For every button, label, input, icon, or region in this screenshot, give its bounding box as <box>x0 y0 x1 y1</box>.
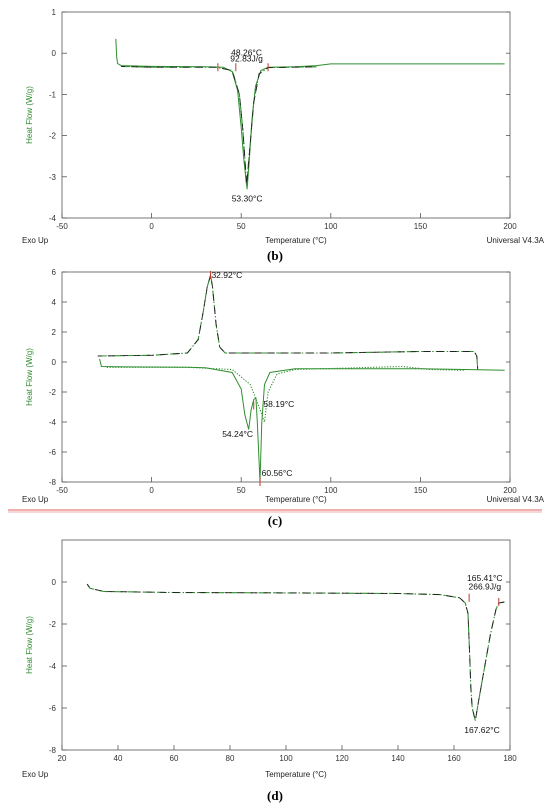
y-tick-label: 2 <box>52 328 57 337</box>
y-tick-label: 4 <box>52 298 57 307</box>
y-tick-label: 0 <box>52 578 57 587</box>
y-tick-label: -2 <box>49 388 57 397</box>
x-tick-label: 200 <box>503 222 517 231</box>
y-tick-label: -4 <box>49 418 57 427</box>
series-line <box>115 38 505 190</box>
series-line <box>121 65 317 186</box>
footer-left: Exo Up <box>22 495 49 504</box>
x-tick-label: 60 <box>170 754 179 763</box>
x-axis-label: Temperature (°C) <box>265 770 327 779</box>
series-line <box>106 365 466 423</box>
x-tick-label: 50 <box>237 486 246 495</box>
y-tick-label: -1 <box>49 90 57 99</box>
peak-annotation: 266.9J/g <box>468 581 501 591</box>
x-tick-label: 150 <box>414 222 428 231</box>
peak-annotation: 54.24°C <box>222 429 253 439</box>
footer-left: Exo Up <box>22 770 49 779</box>
y-tick-label: 0 <box>52 49 57 58</box>
x-tick-label: 100 <box>324 486 338 495</box>
peak-annotation: 32.92°C <box>211 270 242 280</box>
x-tick-label: 100 <box>279 754 293 763</box>
x-tick-label: 150 <box>414 486 428 495</box>
y-tick-label: -6 <box>49 448 57 457</box>
x-tick-label: 180 <box>503 754 517 763</box>
x-tick-label: -50 <box>56 222 68 231</box>
peak-annotation: 53.30°C <box>232 194 263 204</box>
x-tick-label: 160 <box>447 754 461 763</box>
y-tick-label: -6 <box>49 704 57 713</box>
peak-annotation: 167.62°C <box>464 725 500 735</box>
footer-right: Universal V4.3A <box>487 495 545 504</box>
x-tick-label: 80 <box>226 754 235 763</box>
panel-label: (d) <box>267 788 283 803</box>
x-axis-label: Temperature (°C) <box>265 236 327 245</box>
panel-label: (c) <box>268 513 282 528</box>
peak-annotation: 48.26°C <box>231 47 262 57</box>
peak-annotation: 60.56°C <box>262 468 293 478</box>
chart-panel: 6 4 2 0 -2 -4 -6 -8-50 0 50 100 150 200 Heat Flow (W/… <box>8 268 545 528</box>
y-axis-label: Heat Flow (W/g) <box>25 86 34 144</box>
footer-left: Exo Up <box>22 236 49 245</box>
y-tick-label: -2 <box>49 620 57 629</box>
x-tick-label: 20 <box>58 754 67 763</box>
series-line <box>86 583 505 721</box>
y-tick-label: -8 <box>49 746 57 755</box>
y-tick-label: -4 <box>49 662 57 671</box>
x-tick-label: 140 <box>391 754 405 763</box>
chart-panel: 0 -2 -4 -6 -820 40 60 80 100 120 140 160 180 Heat Flo… <box>22 539 517 803</box>
peak-annotation: 58.19°C <box>263 399 294 409</box>
peak-annotation: 92.83J/g <box>230 53 263 63</box>
series-line <box>99 358 505 483</box>
x-tick-label: 120 <box>335 754 349 763</box>
series-line-overlay <box>121 65 317 186</box>
y-tick-label: -2 <box>49 132 57 141</box>
plot-frame <box>61 539 511 751</box>
peak-annotation: 165.41°C <box>467 573 503 583</box>
y-axis-label: Heat Flow (W/g) <box>25 616 34 674</box>
x-tick-label: 0 <box>149 486 154 495</box>
series-line-overlay <box>86 583 505 721</box>
x-axis-label: Temperature (°C) <box>265 495 327 504</box>
y-tick-label: -3 <box>49 173 57 182</box>
x-tick-label: 200 <box>503 486 517 495</box>
x-tick-label: 40 <box>114 754 123 763</box>
x-tick-label: 100 <box>324 222 338 231</box>
footer-right: Universal V4.3A <box>487 236 545 245</box>
y-tick-label: 6 <box>52 268 57 277</box>
y-tick-label: 1 <box>52 8 57 17</box>
chart-panel: 1 0 -1 -2 -3 -4-50 0 50 100 150 200 Heat Flow (W/g)… <box>22 8 545 263</box>
series-line-overlay <box>97 274 479 370</box>
y-tick-label: -4 <box>49 214 57 223</box>
y-tick-label: -8 <box>49 478 57 487</box>
plot-frame <box>61 11 511 219</box>
panel-label: (b) <box>267 248 283 263</box>
plot-frame <box>61 271 511 483</box>
y-axis-label: Heat Flow (W/g) <box>25 348 34 406</box>
x-tick-label: 50 <box>237 222 246 231</box>
x-tick-label: -50 <box>56 486 68 495</box>
y-tick-label: 0 <box>52 358 57 367</box>
series-line <box>97 274 479 370</box>
x-tick-label: 0 <box>149 222 154 231</box>
